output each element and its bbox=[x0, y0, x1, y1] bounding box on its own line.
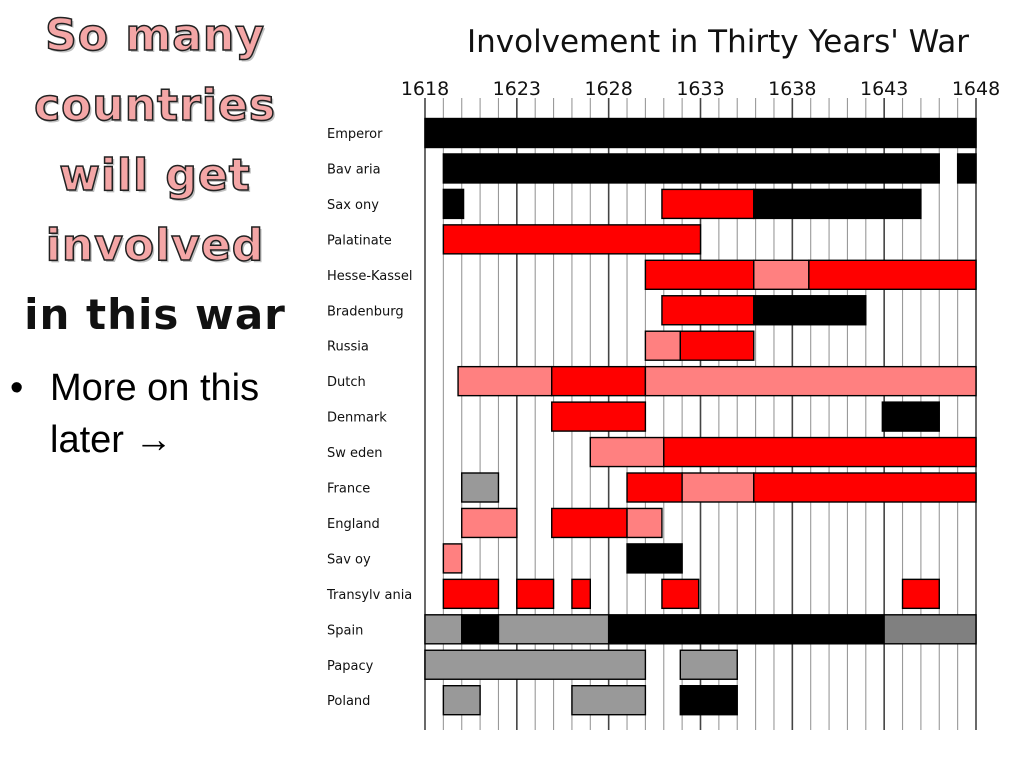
bars bbox=[424, 117, 977, 716]
row-label: Sax ony bbox=[327, 198, 379, 213]
gantt-bar bbox=[442, 188, 465, 220]
row-label: Palatinate bbox=[327, 233, 392, 248]
gantt-bar bbox=[679, 330, 755, 361]
x-tick-label: 1628 bbox=[584, 78, 632, 100]
gantt-bar bbox=[626, 507, 663, 539]
gantt-bar bbox=[808, 259, 977, 290]
gantt-bar bbox=[551, 507, 628, 539]
gantt-bar bbox=[626, 472, 683, 503]
row-label: Spain bbox=[327, 623, 363, 638]
row-label: Bradenburg bbox=[327, 304, 404, 319]
gantt-bar bbox=[644, 330, 681, 361]
x-tick-label: 1623 bbox=[493, 78, 541, 100]
gantt-bar bbox=[424, 614, 463, 645]
row-label: Russia bbox=[327, 340, 369, 355]
gantt-bar bbox=[753, 295, 867, 326]
gantt-bar bbox=[442, 543, 463, 574]
row-labels: Emperor Bav aria Sax ony Palatinate Hesse-Ka… bbox=[326, 127, 412, 709]
gantt-bar bbox=[901, 578, 940, 610]
gantt-bar bbox=[644, 259, 755, 290]
gantt-bar bbox=[881, 401, 940, 432]
gantt-bar bbox=[679, 685, 738, 716]
gantt-bar bbox=[607, 614, 885, 645]
bullet-dot: • bbox=[10, 367, 24, 409]
row-label: England bbox=[327, 517, 380, 532]
gantt-bar bbox=[497, 614, 610, 645]
x-tick-label: 1618 bbox=[401, 78, 449, 100]
gantt-bar bbox=[644, 365, 977, 397]
x-tick-label: 1643 bbox=[860, 78, 908, 100]
row-label: Sav oy bbox=[327, 552, 371, 567]
gantt-bar bbox=[661, 295, 755, 326]
row-label: Denmark bbox=[327, 411, 387, 426]
slide-title-line-2: countries bbox=[33, 80, 276, 131]
row-label: Emperor bbox=[327, 127, 383, 142]
gantt-bar bbox=[883, 614, 977, 645]
arrow-right-icon: → bbox=[134, 419, 173, 462]
gantt-bar bbox=[626, 543, 683, 574]
gantt-bar bbox=[753, 188, 922, 220]
slide-title-line-5: in this war bbox=[24, 290, 286, 339]
row-label: Poland bbox=[327, 694, 370, 709]
row-label: Papacy bbox=[327, 659, 374, 674]
gantt-bar bbox=[551, 401, 647, 432]
x-tick-label: 1648 bbox=[952, 78, 1000, 100]
row-label: Hesse-Kassel bbox=[327, 269, 412, 284]
gantt-bar bbox=[679, 649, 738, 680]
gantt-bar bbox=[753, 259, 810, 290]
slide-title-line-3: will get bbox=[58, 150, 251, 201]
bullet-text-block: More on this later → bbox=[50, 362, 300, 467]
gantt-bar bbox=[461, 614, 500, 645]
x-tick-label: 1638 bbox=[768, 78, 816, 100]
row-label: Sw eden bbox=[327, 446, 383, 461]
x-tick-label: 1633 bbox=[676, 78, 724, 100]
gantt-bar bbox=[461, 507, 518, 539]
row-label: Bav aria bbox=[327, 162, 381, 177]
gantt-bar bbox=[661, 578, 700, 610]
gantt-bar bbox=[442, 685, 481, 716]
gantt-bar bbox=[589, 436, 665, 468]
gantt-bar bbox=[442, 578, 500, 610]
slide-title-line-1: So many bbox=[44, 10, 265, 61]
gantt-bar bbox=[571, 685, 647, 716]
gantt-bar bbox=[424, 649, 647, 680]
gantt-bar bbox=[681, 472, 755, 503]
x-axis-ticks: 1618 1623 1628 1633 1638 1643 1648 bbox=[401, 78, 1000, 100]
chart-title: Involvement in Thirty Years' War bbox=[467, 24, 969, 60]
gantt-bar bbox=[442, 224, 702, 255]
gantt-bar bbox=[571, 578, 592, 610]
row-label: Transylv ania bbox=[326, 588, 412, 603]
gantt-bar bbox=[424, 117, 977, 149]
gantt-bar bbox=[461, 472, 500, 503]
gantt-bar bbox=[661, 188, 755, 220]
gantt-bar bbox=[457, 365, 553, 397]
row-label: France bbox=[327, 482, 370, 497]
slide-title-line-4: involved bbox=[45, 220, 265, 271]
gantt-bar bbox=[442, 153, 940, 184]
gantt-bar bbox=[753, 472, 977, 503]
row-label: Dutch bbox=[327, 375, 366, 390]
gantt-bar bbox=[551, 365, 647, 397]
gantt-bar bbox=[956, 153, 977, 184]
bullet-text: More on this later bbox=[50, 367, 260, 462]
gantt-bar bbox=[663, 436, 977, 468]
gantt-bar bbox=[516, 578, 555, 610]
